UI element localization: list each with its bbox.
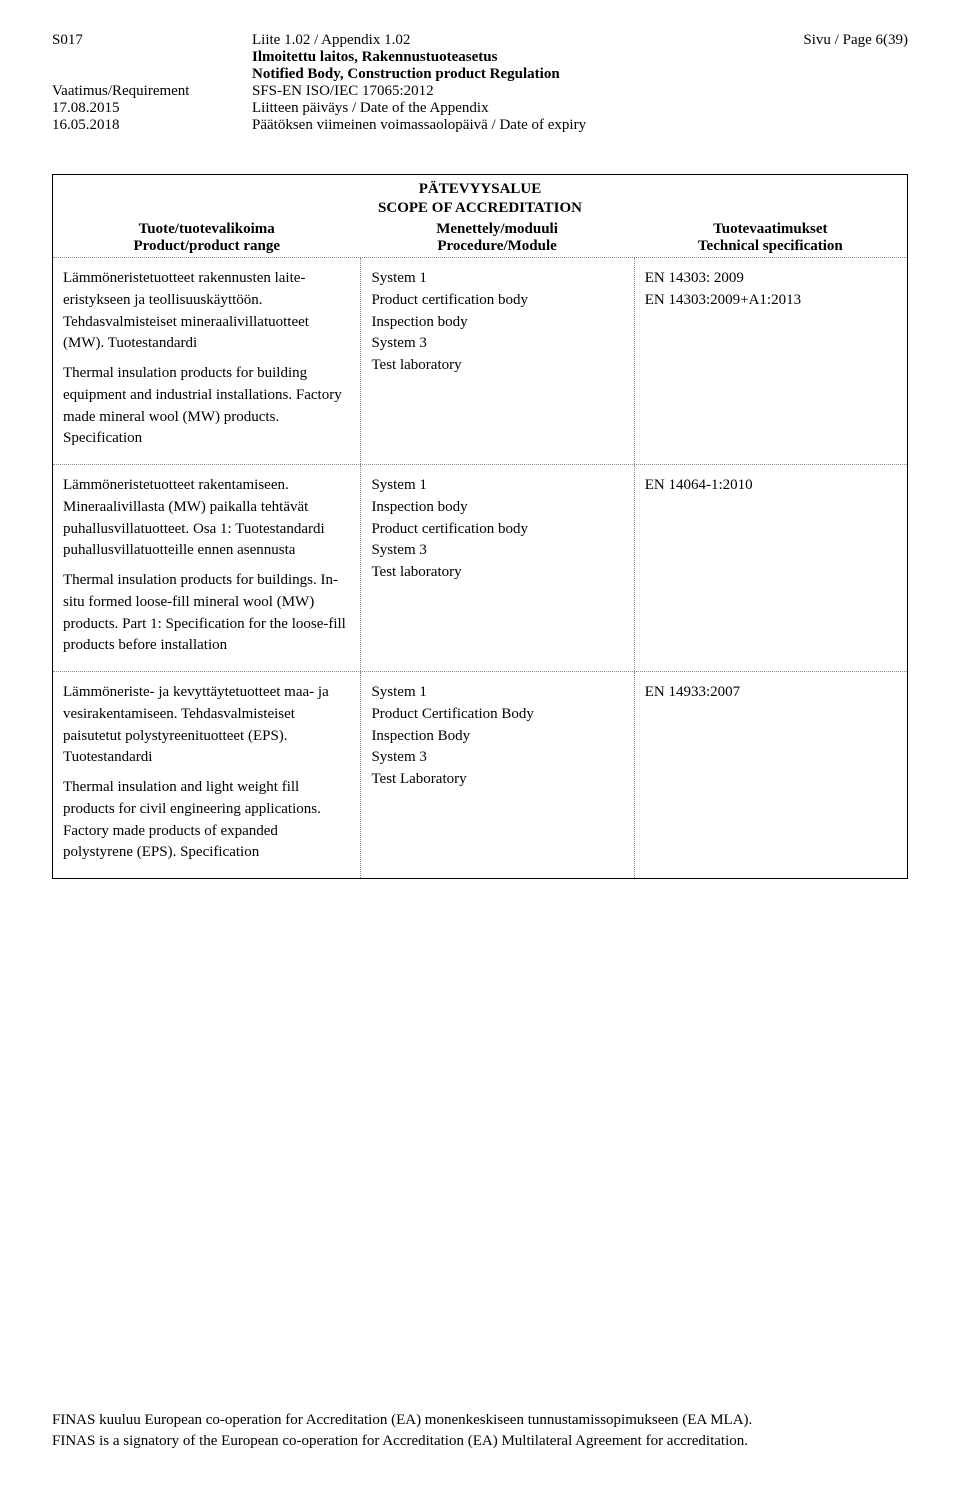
spec-line: EN 14933:2007 bbox=[645, 682, 897, 704]
appendix-date-label: Liitteen päiväys / Date of the Appendix bbox=[252, 100, 758, 117]
page-number: Sivu / Page 6(39) bbox=[758, 32, 908, 49]
col1-header-en: Product/product range bbox=[61, 238, 352, 255]
page-header: S017 Liite 1.02 / Appendix 1.02 Sivu / P… bbox=[52, 32, 908, 134]
page-footer: FINAS kuuluu European co-operation for A… bbox=[52, 1410, 908, 1452]
table-row: Lämmöneriste- ja kevyttäytetuotteet maa-… bbox=[53, 671, 907, 878]
col3-header-en: Technical specification bbox=[642, 238, 899, 255]
product-fi: Lämmöneristetuotteet rakentamiseen. Mine… bbox=[63, 475, 350, 562]
procedure-line: System 3 bbox=[371, 747, 623, 769]
procedure-line: System 1 bbox=[371, 682, 623, 704]
product-en: Thermal insulation products for building… bbox=[63, 570, 350, 657]
procedure-line: System 3 bbox=[371, 333, 623, 355]
col2-header-en: Procedure/Module bbox=[368, 238, 625, 255]
procedure-line: Test laboratory bbox=[371, 562, 623, 584]
doc-code: S017 bbox=[52, 32, 252, 49]
procedure-line: Inspection body bbox=[371, 497, 623, 519]
procedure-line: System 3 bbox=[371, 540, 623, 562]
table-header-row: Tuote/tuotevalikoima Product/product ran… bbox=[53, 219, 907, 257]
footer-line-fi: FINAS kuuluu European co-operation for A… bbox=[52, 1410, 908, 1431]
procedure-line: Test laboratory bbox=[371, 355, 623, 377]
table-row: Lämmöneristetuotteet rakennusten laite-e… bbox=[53, 257, 907, 464]
procedure-line: Product Certification Body bbox=[371, 704, 623, 726]
product-fi: Lämmöneristetuotteet rakennusten laite-e… bbox=[63, 268, 350, 355]
footer-line-en: FINAS is a signatory of the European co-… bbox=[52, 1431, 908, 1452]
header-line-en: Notified Body, Construction product Regu… bbox=[252, 66, 758, 83]
appendix-date: 17.08.2015 bbox=[52, 100, 252, 117]
requirement-label: Vaatimus/Requirement bbox=[52, 83, 252, 100]
col2-header-fi: Menettely/moduuli bbox=[368, 221, 625, 238]
col3-header-fi: Tuotevaatimukset bbox=[642, 221, 899, 238]
procedure-line: Inspection Body bbox=[371, 726, 623, 748]
spec-line: EN 14064-1:2010 bbox=[645, 475, 897, 497]
expiry-date-label: Päätöksen viimeinen voimassaolopäivä / D… bbox=[252, 117, 758, 134]
product-en: Thermal insulation and light weight fill… bbox=[63, 777, 350, 864]
scope-title-fi: PÄTEVYYSALUE bbox=[53, 175, 907, 200]
procedure-line: System 1 bbox=[371, 475, 623, 497]
procedure-line: System 1 bbox=[371, 268, 623, 290]
col1-header-fi: Tuote/tuotevalikoima bbox=[61, 221, 352, 238]
product-fi: Lämmöneriste- ja kevyttäytetuotteet maa-… bbox=[63, 682, 350, 769]
procedure-line: Inspection body bbox=[371, 312, 623, 334]
appendix-label: Liite 1.02 / Appendix 1.02 bbox=[252, 32, 758, 49]
procedure-line: Test Laboratory bbox=[371, 769, 623, 791]
scope-title-en: SCOPE OF ACCREDITATION bbox=[53, 200, 907, 219]
header-line-fi: Ilmoitettu laitos, Rakennustuoteasetus bbox=[252, 49, 758, 66]
expiry-date: 16.05.2018 bbox=[52, 117, 252, 134]
product-en: Thermal insulation products for building… bbox=[63, 363, 350, 450]
spec-line: EN 14303: 2009 bbox=[645, 268, 897, 290]
procedure-line: Product certification body bbox=[371, 290, 623, 312]
accreditation-table: PÄTEVYYSALUE SCOPE OF ACCREDITATION Tuot… bbox=[52, 174, 908, 879]
table-row: Lämmöneristetuotteet rakentamiseen. Mine… bbox=[53, 464, 907, 671]
requirement-value: SFS-EN ISO/IEC 17065:2012 bbox=[252, 83, 758, 100]
procedure-line: Product certification body bbox=[371, 519, 623, 541]
spec-line: EN 14303:2009+A1:2013 bbox=[645, 290, 897, 312]
